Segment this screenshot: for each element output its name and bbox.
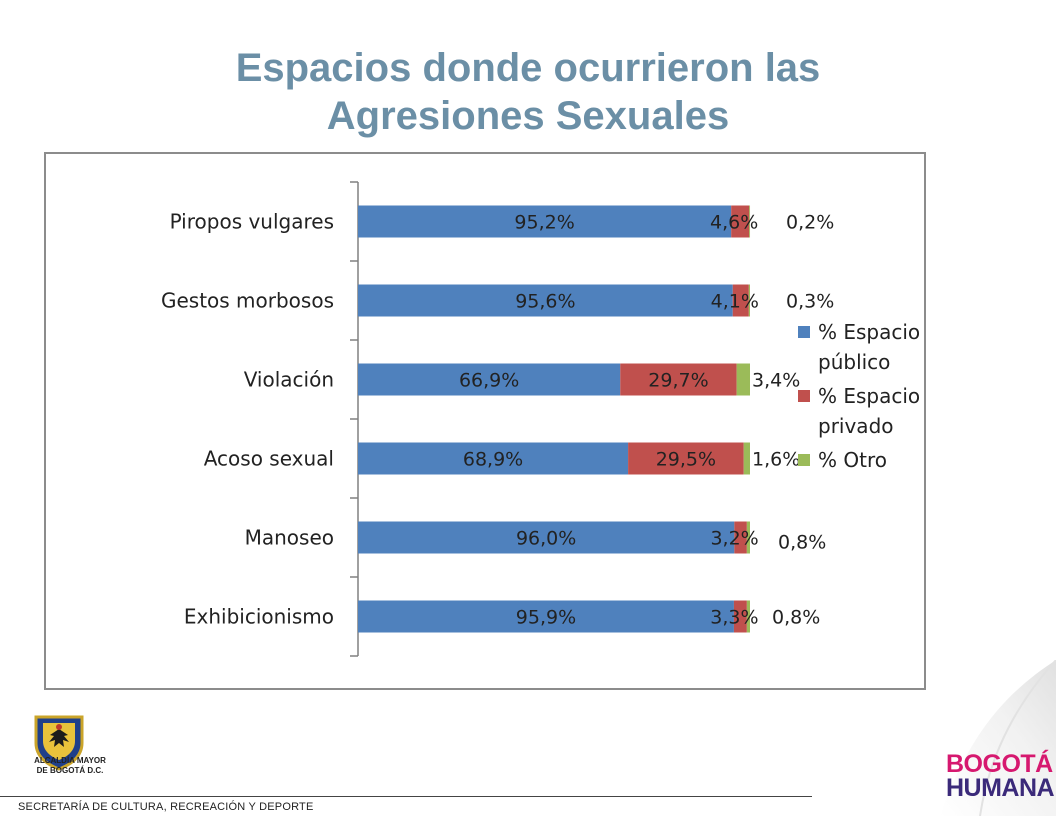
data-label: 4,6%: [710, 212, 758, 234]
data-label: 3,3%: [710, 607, 758, 629]
crest-caption: ALCALDÍA MAYOR DE BOGOTÁ D.C.: [10, 756, 130, 776]
data-label: 66,9%: [459, 370, 519, 392]
bar-segment-otro: [749, 205, 751, 238]
crest-caption-line-2: DE BOGOTÁ D.C.: [36, 766, 104, 775]
category-label: Exhibicionismo: [184, 605, 334, 629]
footer-text: SECRETARÍA DE CULTURA, RECREACIÓN Y DEPO…: [18, 801, 314, 813]
data-label: 95,6%: [515, 291, 575, 313]
legend-label: % Espacio: [818, 384, 920, 408]
title-line-2: Agresiones Sexuales: [326, 94, 730, 138]
data-label: 1,6%: [752, 449, 800, 471]
page-curl-decoration: [940, 660, 1056, 816]
legend-label: % Otro: [818, 448, 887, 472]
category-label: Violación: [244, 368, 334, 392]
category-label: Piropos vulgares: [170, 210, 334, 234]
bar-segment-otro: [746, 600, 750, 633]
chart-legend: % Espacio público % Espacio privado % Otro: [798, 320, 920, 472]
bar-segment-otro: [736, 363, 750, 396]
bar-segment-publico: [358, 363, 621, 396]
data-label: 3,4%: [752, 370, 800, 392]
category-axis: [350, 181, 359, 657]
data-label: 68,9%: [463, 449, 523, 471]
footer-divider: [0, 796, 812, 797]
bar-segment-publico: [358, 521, 735, 554]
city-crest-icon: [34, 715, 84, 771]
category-label: Acoso sexual: [204, 447, 334, 471]
bogota-humana-logo: BOGOTÁ HUMANA: [946, 750, 1055, 802]
bar-segment-publico: [358, 205, 732, 238]
bar-segment-publico: [358, 284, 733, 317]
bar-segment-privado: [732, 284, 749, 317]
bar-segment-otro: [743, 442, 750, 475]
bar-segment-privado: [628, 442, 744, 475]
data-label: 0,8%: [778, 532, 826, 554]
bar-segment-privado: [731, 205, 750, 238]
brand-line-2: HUMANA: [946, 774, 1055, 802]
data-label: 95,9%: [516, 607, 576, 629]
data-label: 4,1%: [711, 291, 759, 313]
data-label: 0,2%: [786, 212, 834, 234]
chart-frame: Piropos vulgares 95,2% 4,6% 0,2% Gestos morb…: [44, 152, 926, 690]
stacked-bar-chart: Piropos vulgares 95,2% 4,6% 0,2% Gestos morb…: [161, 181, 920, 657]
category-label: Manoseo: [245, 526, 334, 550]
bar-segment-otro: [746, 521, 750, 554]
bar-segment-privado: [620, 363, 737, 396]
bars-layer: [358, 205, 751, 633]
bar-segment-otro: [748, 284, 750, 317]
data-label: 29,5%: [656, 449, 716, 471]
legend-swatch: [798, 326, 810, 338]
legend-swatch: [798, 390, 810, 402]
data-label: 0,8%: [772, 607, 820, 629]
data-label: 29,7%: [648, 370, 708, 392]
bar-segment-privado: [733, 600, 747, 633]
bar-segment-publico: [358, 442, 629, 475]
legend-label: público: [818, 350, 890, 374]
data-label: 95,2%: [514, 212, 574, 234]
legend-swatch: [798, 454, 810, 466]
legend-label: privado: [818, 414, 894, 438]
title-line-1: Espacios donde ocurrieron las: [235, 46, 821, 90]
labels-layer: Piropos vulgares 95,2% 4,6% 0,2% Gestos morb…: [161, 210, 834, 629]
crest-caption-line-1: ALCALDÍA MAYOR: [34, 756, 106, 765]
data-label: 0,3%: [786, 291, 834, 313]
data-label: 3,2%: [710, 528, 758, 550]
brand-line-1: BOGOTÁ: [946, 750, 1053, 778]
bar-segment-publico: [358, 600, 734, 633]
legend-label: % Espacio: [818, 320, 920, 344]
category-label: Gestos morbosos: [161, 289, 334, 313]
bar-segment-privado: [734, 521, 747, 554]
data-label: 96,0%: [516, 528, 576, 550]
slide-title: Espacios donde ocurrieron las Agresiones…: [0, 44, 1056, 140]
